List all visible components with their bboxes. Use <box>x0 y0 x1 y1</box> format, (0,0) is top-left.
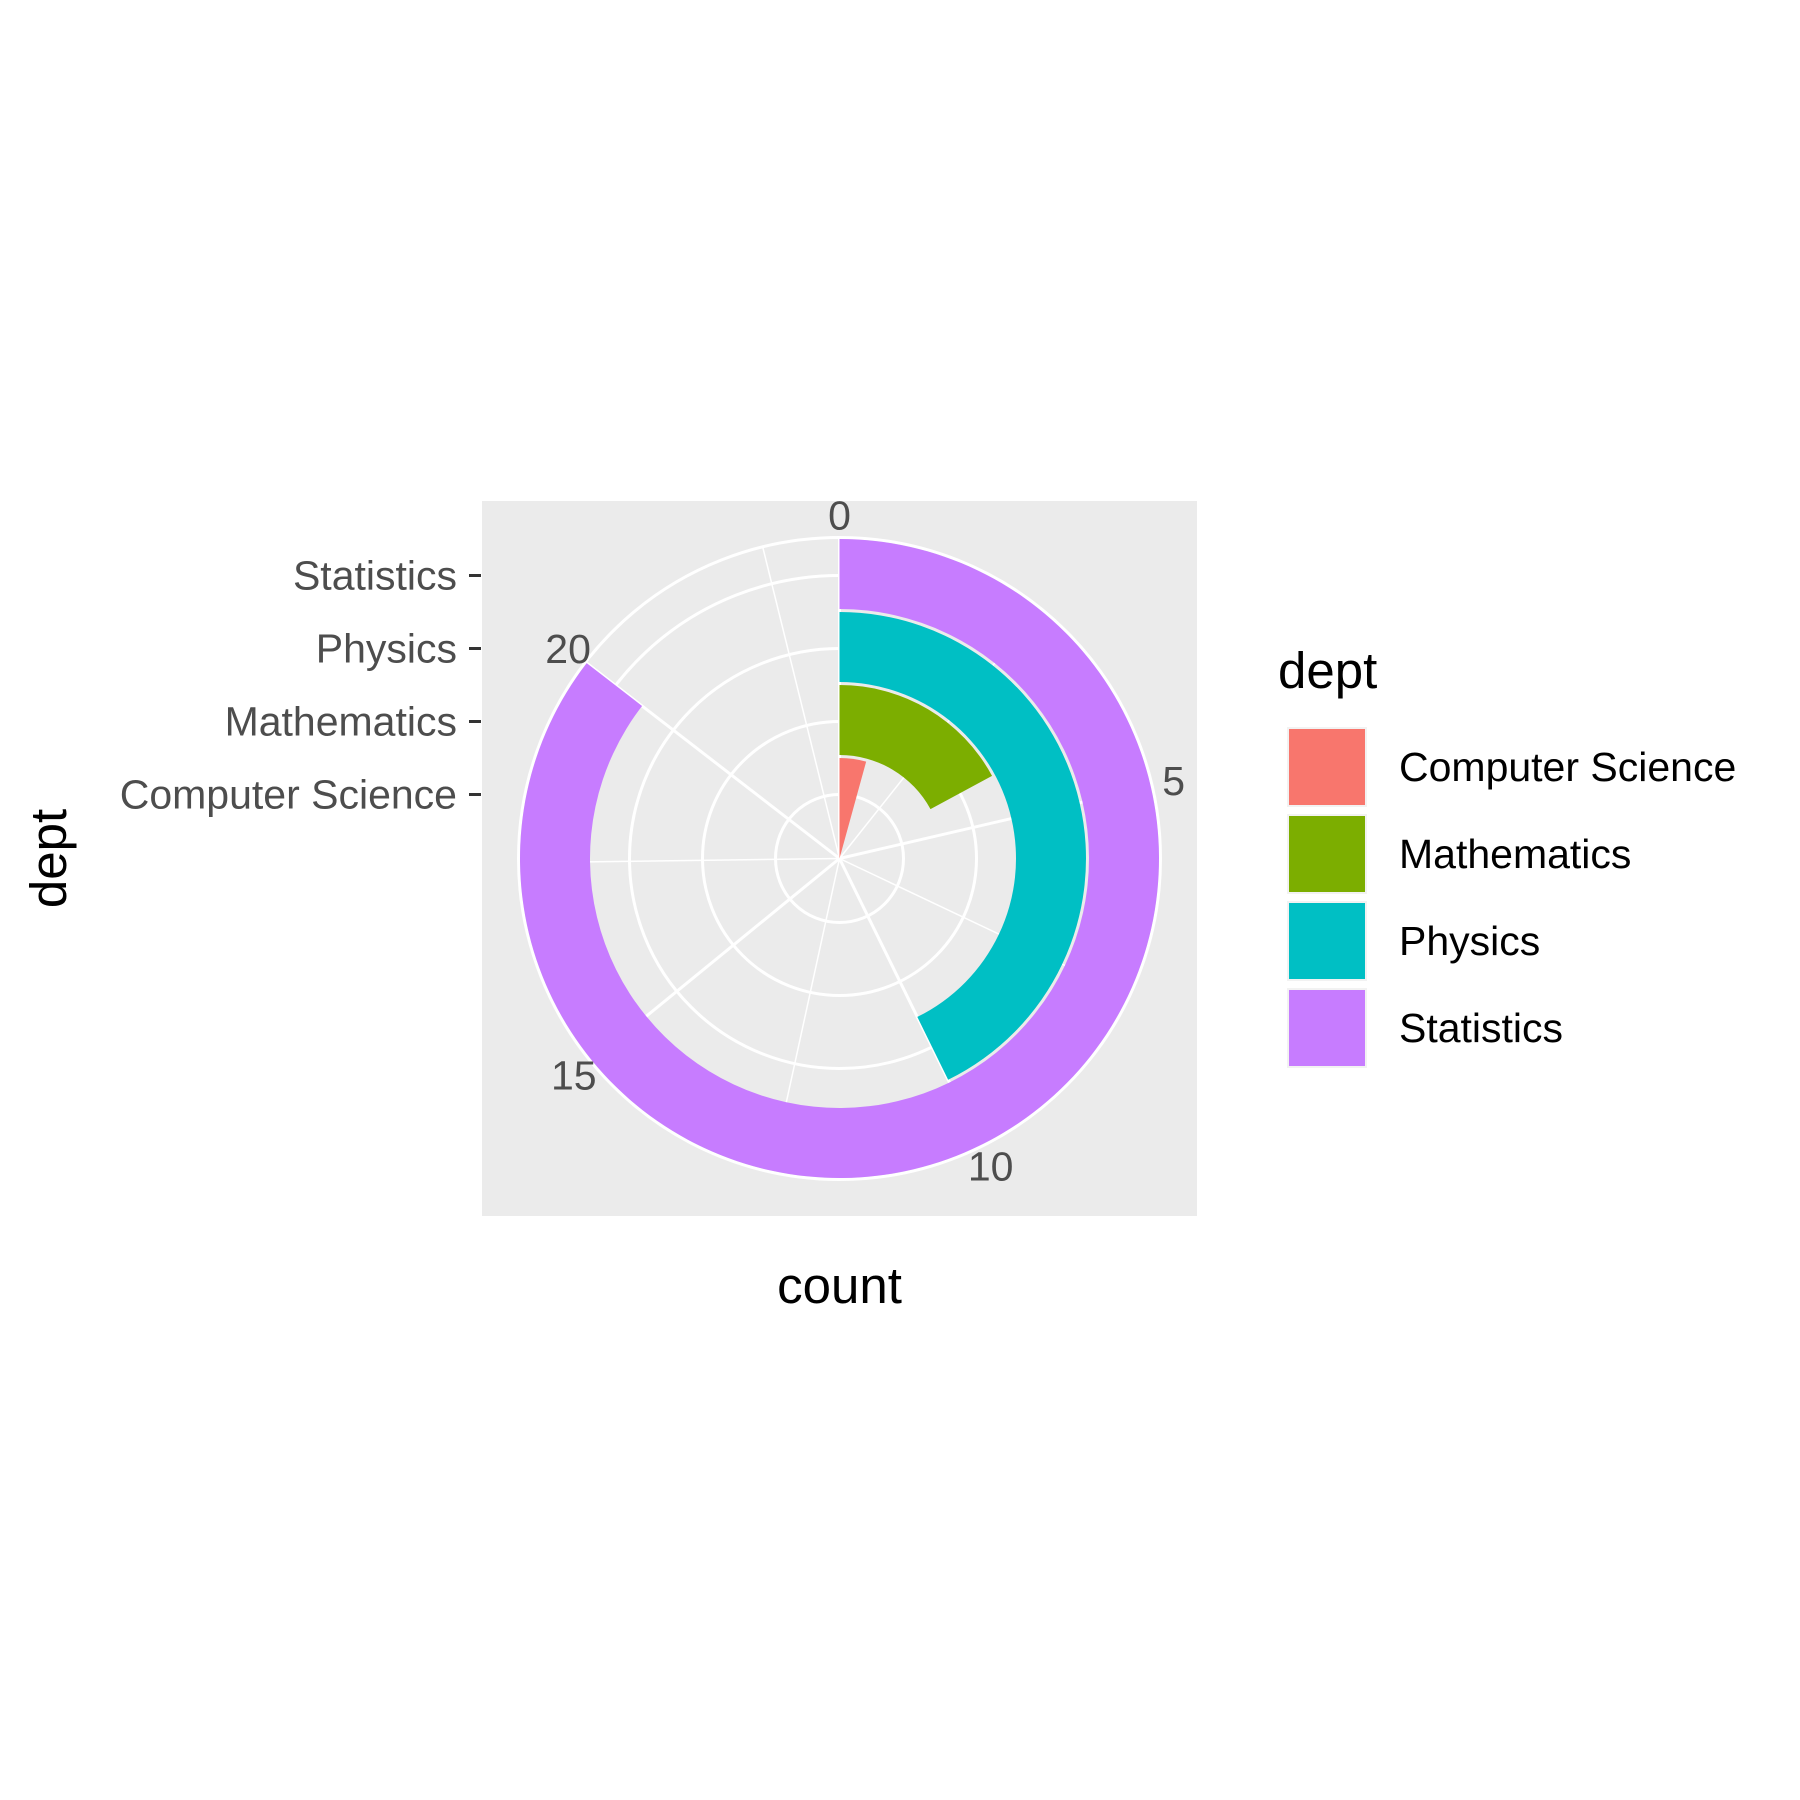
legend-title: dept <box>1278 642 1377 699</box>
theta-tick-label: 0 <box>828 493 851 539</box>
grid-spoke-minor <box>761 546 841 859</box>
radial-axis: Computer Science Mathematics Physics Statis… <box>120 553 481 818</box>
legend-swatch <box>1289 729 1365 805</box>
legend-label: Computer Science <box>1399 744 1736 790</box>
radial-tick-label: Computer Science <box>120 772 457 818</box>
legend-label: Physics <box>1399 918 1540 964</box>
bar-computer-science <box>839 758 867 859</box>
theta-tick-label: 10 <box>968 1143 1014 1189</box>
radial-tick-label: Physics <box>316 626 457 672</box>
legend-swatch <box>1289 990 1365 1066</box>
theta-tick-label: 20 <box>545 626 591 672</box>
legend-swatch <box>1289 816 1365 892</box>
radial-tick-label: Mathematics <box>225 699 457 745</box>
theta-tick-label: 5 <box>1162 758 1185 804</box>
theta-tick-labels: 0 5 10 15 20 <box>545 493 1185 1190</box>
legend-label: Statistics <box>1399 1005 1563 1051</box>
bar-physics <box>839 612 1087 1080</box>
legend-swatch <box>1289 903 1365 979</box>
bar-mathematics <box>839 685 993 810</box>
x-axis-title: count <box>777 1257 902 1314</box>
radial-tick-label: Statistics <box>293 553 457 599</box>
y-axis-title: dept <box>20 809 77 908</box>
legend-label: Mathematics <box>1399 831 1631 877</box>
bars <box>520 539 1160 1178</box>
theta-tick-label: 15 <box>551 1052 597 1098</box>
legend: dept Computer Science Mathematics Physics S… <box>1278 642 1736 1068</box>
